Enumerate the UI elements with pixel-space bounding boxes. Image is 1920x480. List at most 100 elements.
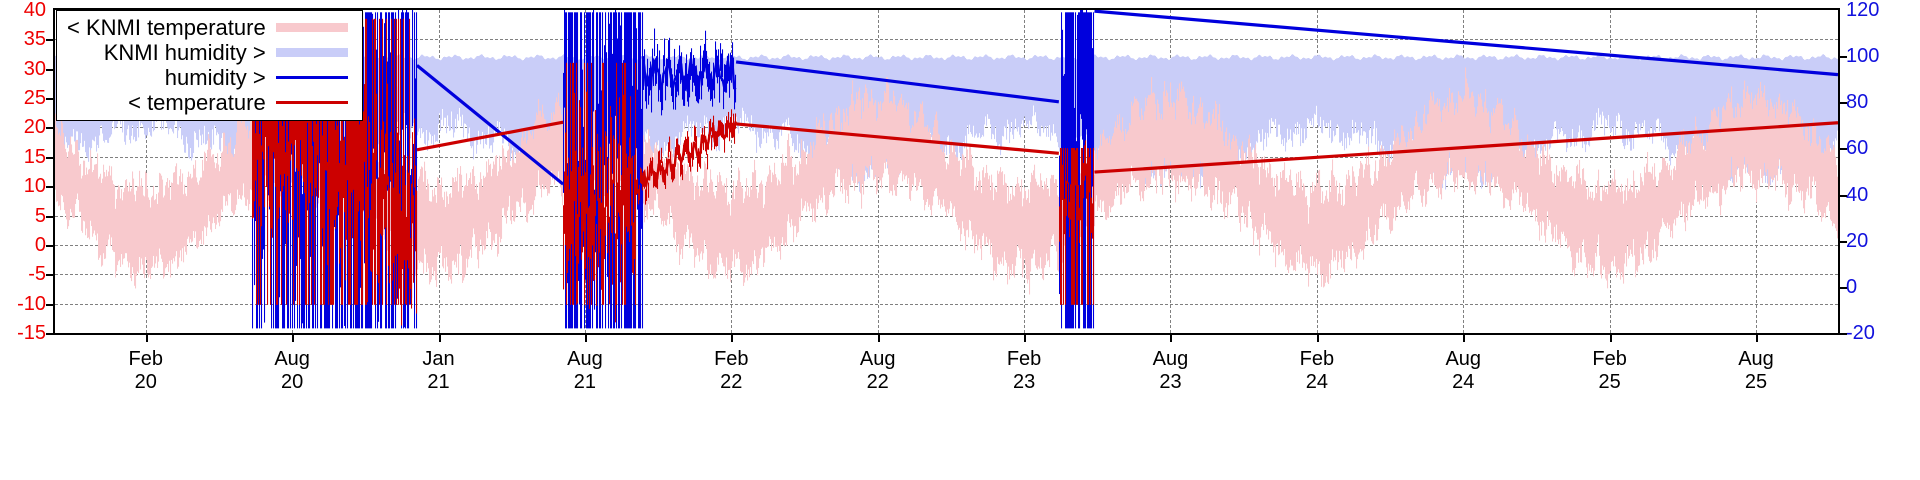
y-right-tickmark: [1840, 148, 1847, 151]
local-humidity-gap-line: [415, 10, 1838, 186]
x-tickmark: [1170, 335, 1173, 342]
legend-swatch: [275, 65, 354, 90]
x-tick-Jan-21: Jan 21: [394, 348, 484, 394]
x-tick-year: 24: [1305, 371, 1328, 393]
y-left-tick--5: -5: [28, 263, 46, 286]
x-tick-month: Aug: [274, 348, 310, 370]
gridline-horizontal: [55, 156, 1838, 158]
x-tick-month: Feb: [714, 348, 749, 370]
y-right-tick-100: 100: [1846, 45, 1880, 68]
y-right-tick--20: -20: [1846, 322, 1875, 344]
gridline-vertical: [1170, 10, 1172, 333]
y-left-tick-30: 30: [23, 57, 46, 80]
legend-label: < KNMI temperature: [67, 15, 266, 40]
y-left-tick-40: 40: [23, 0, 46, 21]
y-left-tick-0: 0: [34, 233, 46, 256]
x-tick-year: 22: [720, 371, 743, 393]
x-tick-month: Aug: [1152, 348, 1189, 370]
y-left-tick-35: 35: [23, 28, 46, 51]
local-humidity-line: [641, 56, 737, 92]
y-left-tick-25: 25: [23, 87, 46, 110]
x-tick-month: Aug: [859, 348, 896, 370]
legend-item[interactable]: humidity >: [67, 65, 354, 90]
gridline-horizontal: [55, 244, 1838, 246]
x-tick-year: 25: [1744, 371, 1768, 393]
legend-swatch: [275, 90, 354, 115]
y-left-tickmark: [46, 186, 53, 189]
legend-item[interactable]: < temperature: [67, 90, 354, 115]
gridline-horizontal: [55, 303, 1838, 305]
legend-swatch: [275, 40, 354, 65]
y-left-tickmark: [46, 215, 53, 218]
y-right-tickmark: [1840, 286, 1847, 289]
x-tick-Feb-23: Feb 23: [979, 348, 1069, 394]
x-tickmark: [1756, 335, 1759, 342]
gridline-vertical: [1316, 10, 1318, 333]
x-tick-Aug-23: Aug 23: [1125, 348, 1215, 394]
x-tick-Aug-25: Aug 25: [1711, 348, 1801, 394]
y-left-tick-5: 5: [34, 204, 46, 227]
y-left-tickmark: [46, 39, 53, 42]
y-left-tickmark: [46, 98, 53, 101]
y-left-tick-20: 20: [23, 116, 46, 139]
y-left-tickmark: [46, 303, 53, 306]
x-tickmark: [731, 335, 734, 342]
x-tickmark: [584, 335, 587, 342]
gridline-vertical: [731, 10, 733, 333]
y-right-tickmark: [1840, 102, 1847, 105]
legend-swatch-line: [275, 76, 348, 79]
x-tickmark: [1463, 335, 1466, 342]
x-tick-Feb-22: Feb 22: [686, 348, 776, 394]
legend-item[interactable]: KNMI humidity >: [67, 40, 354, 65]
x-tickmark: [292, 335, 295, 342]
x-tickmark: [1609, 335, 1612, 342]
gridline-vertical: [1024, 10, 1026, 333]
y-left-tick--15: -15: [17, 322, 46, 344]
legend-swatch-band: [275, 23, 348, 32]
y-right-tick-40: 40: [1846, 183, 1869, 206]
gridline-vertical: [438, 10, 440, 333]
y-right-tick-60: 60: [1846, 137, 1869, 160]
gridline-vertical: [1609, 10, 1611, 333]
y-left-tickmark: [46, 333, 53, 335]
x-tick-month: Aug: [1445, 348, 1482, 370]
x-tick-year: 24: [1452, 371, 1475, 393]
y-right-tick-120: 120: [1846, 0, 1880, 21]
legend-label: < temperature: [128, 90, 266, 115]
x-tick-year: 23: [1012, 371, 1036, 393]
gridline-horizontal: [55, 39, 1838, 41]
x-tickmark: [145, 335, 148, 342]
x-tick-month: Aug: [567, 348, 603, 370]
y-right-tickmark: [1840, 56, 1847, 59]
x-tick-year: 20: [281, 371, 304, 393]
x-tick-Feb-20: Feb 20: [101, 348, 191, 394]
x-tickmark: [1024, 335, 1027, 342]
y-right-tickmark: [1840, 194, 1847, 197]
x-tick-year: 21: [427, 371, 450, 393]
y-left-tick--10: -10: [17, 292, 46, 315]
legend: < KNMI temperature KNMI humidity > humidit…: [56, 10, 363, 121]
x-tick-Aug-21: Aug 21: [540, 348, 630, 394]
y-right-tick-20: 20: [1846, 229, 1869, 252]
x-tick-year: 20: [134, 371, 157, 393]
y-right-tick-0: 0: [1846, 275, 1858, 298]
x-tick-month: Feb: [128, 348, 163, 370]
legend-swatch: [275, 15, 354, 40]
x-tickmark: [1316, 335, 1319, 342]
x-tick-month: Feb: [1592, 348, 1627, 370]
x-tick-Aug-24: Aug 24: [1418, 348, 1508, 394]
x-tick-month: Aug: [1738, 348, 1774, 370]
y-left-tickmark: [46, 274, 53, 277]
legend-swatch-line: [275, 101, 348, 104]
x-tick-year: 25: [1598, 371, 1621, 393]
legend-label: humidity >: [164, 65, 266, 90]
knmi-temperature-band: [55, 67, 1838, 295]
legend-item[interactable]: < KNMI temperature: [67, 15, 354, 40]
y-left-tickmark: [46, 127, 53, 130]
legend-label: KNMI humidity >: [103, 40, 266, 65]
gridline-vertical: [145, 10, 147, 333]
legend-swatch-band: [275, 48, 348, 57]
x-tick-month: Feb: [1006, 348, 1042, 370]
y-left-tickmark: [46, 156, 53, 159]
